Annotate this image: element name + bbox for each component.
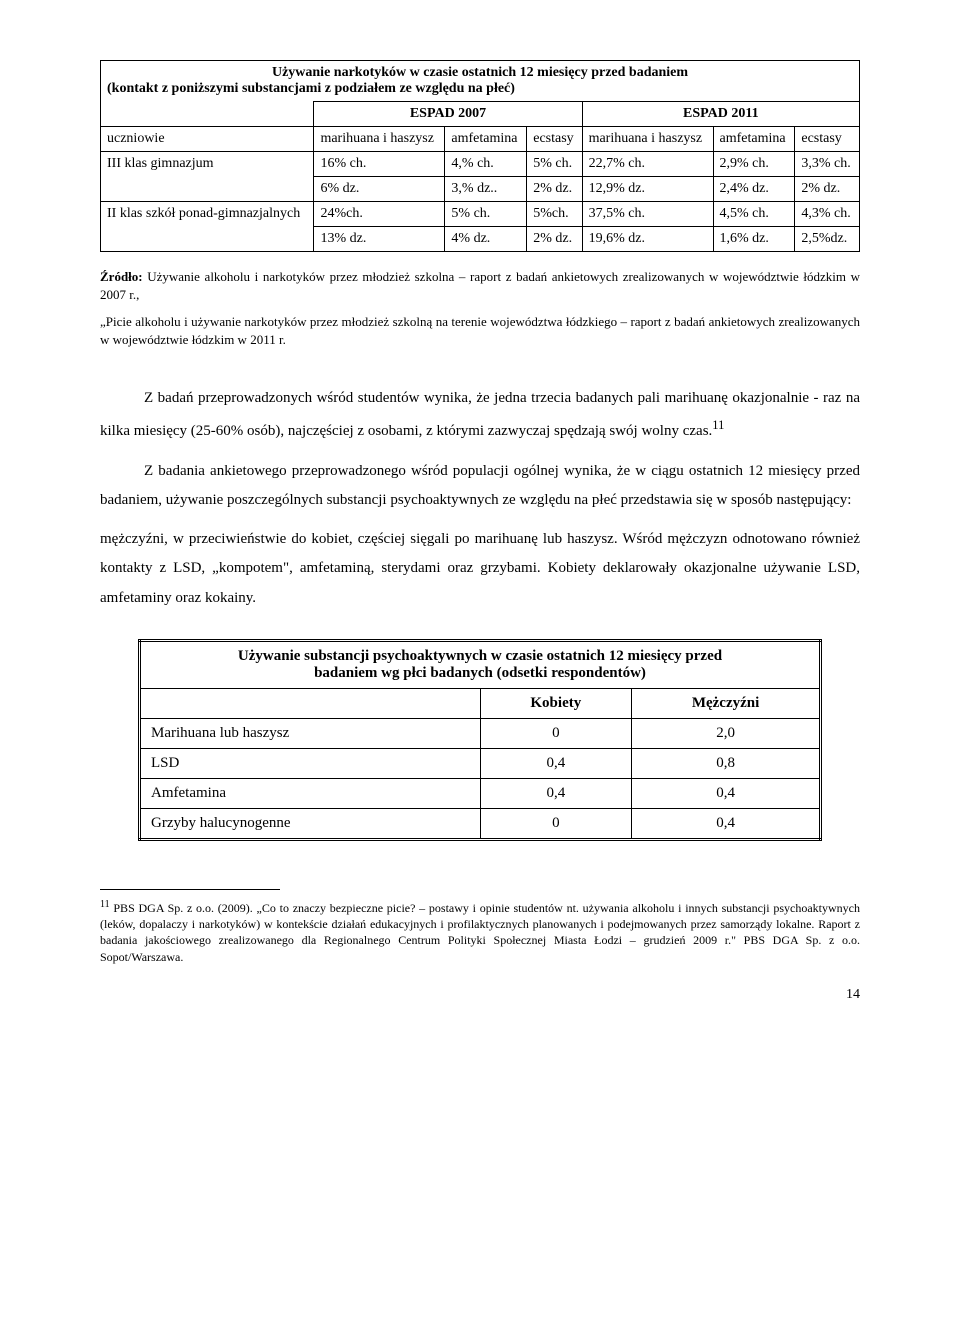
table1-col4: marihuana i haszysz [582,127,713,152]
cell: 2,9% ch. [713,152,795,177]
cell: 4,5% ch. [713,202,795,227]
table-drug-use-by-gender: Używanie narkotyków w czasie ostatnich 1… [100,60,860,252]
body-p3: mężczyźni, w przeciwieństwie do kobiet, … [100,525,860,613]
table1-row1-label: III klas gimnazjum [101,152,314,202]
cell: 16% ch. [314,152,445,177]
cell: 2% dz. [527,227,582,252]
cell: 2,4% dz. [713,177,795,202]
row-k: 0 [480,718,632,748]
cell: 22,7% ch. [582,152,713,177]
row-label: Amfetamina [140,778,481,808]
table2-h-mezczyzni: Mężczyźni [632,688,821,718]
row-m: 0,4 [632,808,821,839]
cell: 13% dz. [314,227,445,252]
cell: 3,3% ch. [795,152,860,177]
cell: 4,% ch. [445,152,527,177]
footnote-11: 11 PBS DGA Sp. z o.o. (2009). „Co to zna… [100,898,860,965]
table1-row2-label: II klas szkół ponad-gimnazjalnych [101,202,314,252]
source-p2: „Picie alkoholu i używanie narkotyków pr… [100,313,860,348]
row-m: 2,0 [632,718,821,748]
row-m: 0,4 [632,778,821,808]
footnote-ref-11: 11 [712,418,724,432]
body-text: Z badań przeprowadzonych wśród studentów… [100,384,860,613]
cell: 19,6% dz. [582,227,713,252]
table-row: Marihuana lub haszysz 0 2,0 [140,718,821,748]
source-block: Źródło: Używanie alkoholu i narkotyków p… [100,268,860,348]
cell: 24%ch. [314,202,445,227]
cell: 4,3% ch. [795,202,860,227]
table2-title1: Używanie substancji psychoaktywnych w cz… [238,648,722,664]
table1-year-2011: ESPAD 2011 [582,102,859,127]
row-label: Grzyby halucynogenne [140,808,481,839]
table1-title-line2: (kontakt z poniższymi substancjami z pod… [107,81,853,97]
body-p1: Z badań przeprowadzonych wśród studentów… [100,390,860,439]
cell: 12,9% dz. [582,177,713,202]
cell: 5%ch. [527,202,582,227]
table-row: Amfetamina 0,4 0,4 [140,778,821,808]
body-p2: Z badania ankietowego przeprowadzonego w… [100,457,860,516]
cell: 5% ch. [527,152,582,177]
cell: 2% dz. [527,177,582,202]
cell: 2% dz. [795,177,860,202]
table1-title-line1: Używanie narkotyków w czasie ostatnich 1… [272,65,688,80]
cell: 2,5%dz. [795,227,860,252]
table-row: LSD 0,4 0,8 [140,748,821,778]
footnote-marker: 11 [100,899,110,910]
footnote-rule [100,889,280,890]
cell: 5% ch. [445,202,527,227]
cell: 6% dz. [314,177,445,202]
cell: 4% dz. [445,227,527,252]
table2-title2: badaniem wg płci badanych (odsetki respo… [314,665,646,681]
cell: 37,5% ch. [582,202,713,227]
row-label: LSD [140,748,481,778]
row-m: 0,8 [632,748,821,778]
row-k: 0,4 [480,778,632,808]
table1-col2: amfetamina [445,127,527,152]
footnote-text: PBS DGA Sp. z o.o. (2009). „Co to znaczy… [100,901,860,964]
table2-h-kobiety: Kobiety [480,688,632,718]
table1-year-2007: ESPAD 2007 [314,102,582,127]
table1-col1: marihuana i haszysz [314,127,445,152]
source-p1: Używanie alkoholu i narkotyków przez mło… [100,269,860,302]
table-row: Grzyby halucynogenne 0 0,4 [140,808,821,839]
table-substance-by-gender: Używanie substancji psychoaktywnych w cz… [138,639,822,841]
page: Używanie narkotyków w czasie ostatnich 1… [0,0,960,1043]
row-k: 0,4 [480,748,632,778]
cell: 1,6% dz. [713,227,795,252]
cell: 3,% dz.. [445,177,527,202]
row-k: 0 [480,808,632,839]
row-label: Marihuana lub haszysz [140,718,481,748]
table1-col5: amfetamina [713,127,795,152]
table1-col6: ecstasy [795,127,860,152]
page-number: 14 [100,987,860,1003]
table1-students-label: uczniowie [101,127,314,152]
table1-col3: ecstasy [527,127,582,152]
